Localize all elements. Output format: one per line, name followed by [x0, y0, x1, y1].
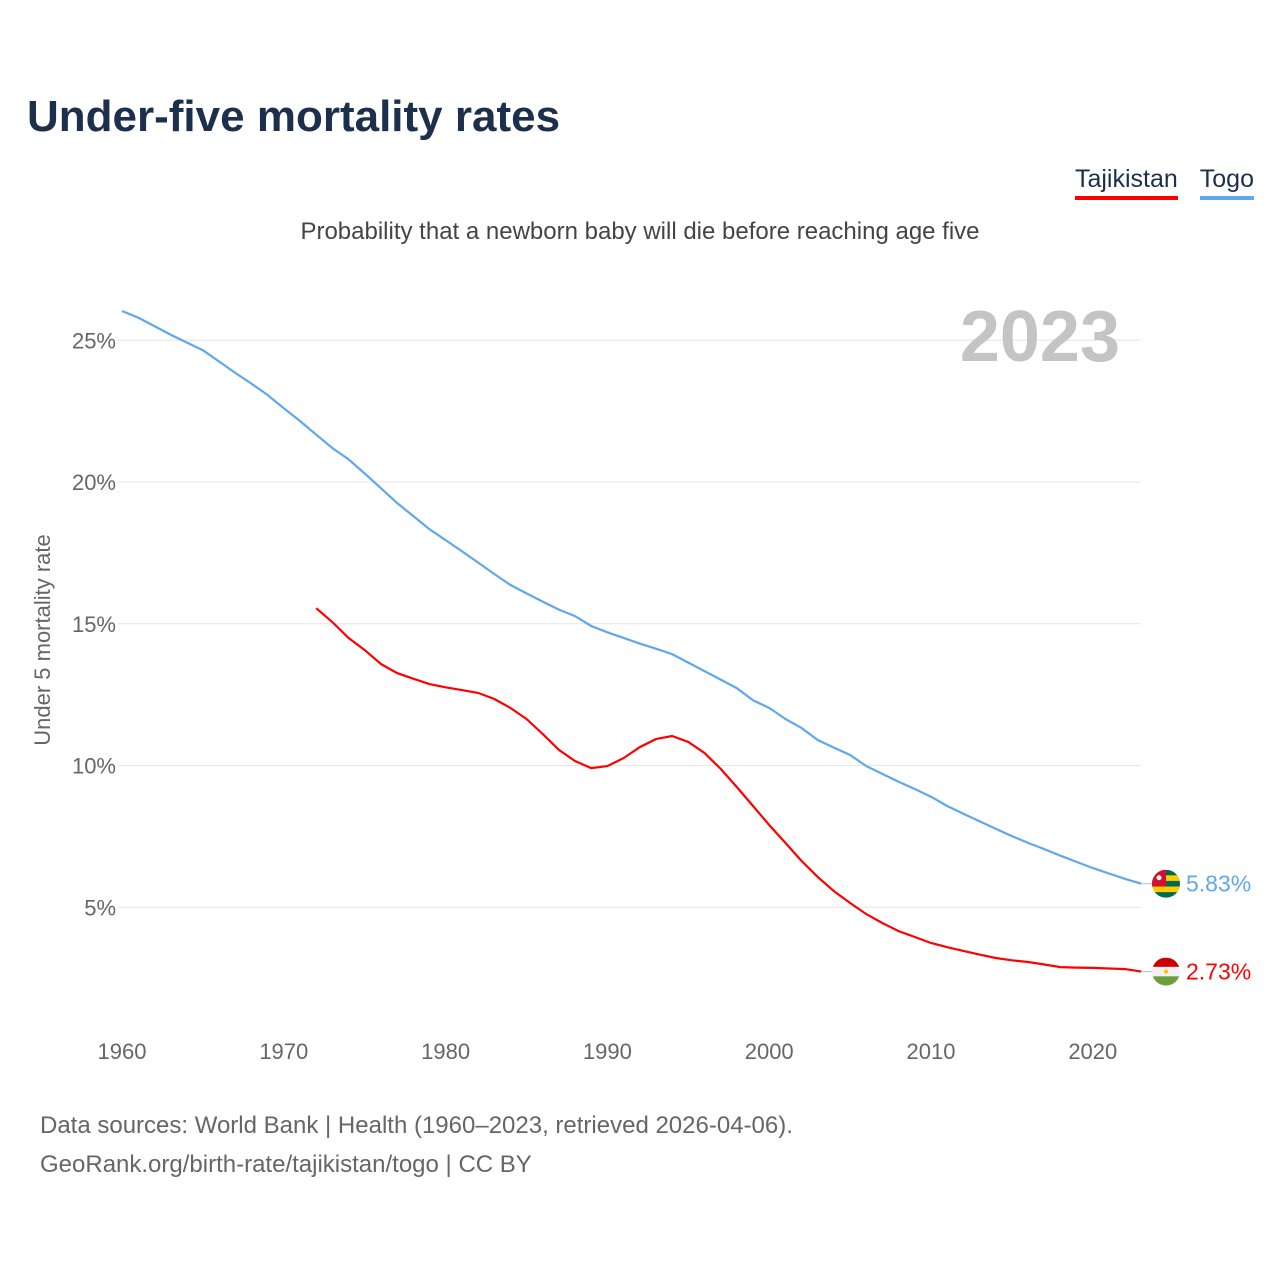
- togo-flag-icon: [1152, 869, 1180, 898]
- x-tick-label: 1960: [98, 1039, 147, 1064]
- y-tick-label: 10%: [72, 754, 116, 779]
- source-line-1: Data sources: World Bank | Health (1960–…: [40, 1112, 793, 1139]
- y-axis-label: Under 5 mortality rate: [30, 534, 55, 746]
- chart-title: Under-five mortality rates: [27, 92, 561, 141]
- y-tick-label: 15%: [72, 612, 116, 637]
- x-tick-label: 2000: [745, 1039, 794, 1064]
- source-note: Data sources: World Bank | Health (1960–…: [40, 1106, 793, 1184]
- year-label: 2023: [960, 297, 1120, 377]
- x-tick-label: 2020: [1068, 1039, 1117, 1064]
- x-tick-label: 2010: [907, 1039, 956, 1064]
- legend: Tajikistan Togo: [1074, 165, 1254, 200]
- x-tick-label: 1970: [259, 1039, 308, 1064]
- series-line-togo: [121, 309, 1142, 885]
- tajikistan-flag-icon: [1152, 957, 1180, 986]
- x-tick-label: 1980: [421, 1039, 470, 1064]
- end-value-label-tajikistan: 2.73%: [1186, 959, 1251, 985]
- source-line-2[interactable]: GeoRank.org/birth-rate/tajikistan/togo |…: [40, 1151, 532, 1178]
- x-tick-label: 1990: [583, 1039, 632, 1064]
- series-line-tajikistan: [315, 607, 1142, 973]
- y-tick-label: 5%: [84, 895, 116, 920]
- chart-subtitle: Probability that a newborn baby will die…: [300, 218, 980, 245]
- legend-tajikistan[interactable]: Tajikistan: [1074, 165, 1178, 200]
- y-tick-label: 20%: [72, 470, 116, 495]
- y-tick-label: 25%: [72, 328, 116, 353]
- legend-togo[interactable]: Togo: [1199, 165, 1254, 200]
- end-value-label-togo: 5.83%: [1186, 871, 1251, 897]
